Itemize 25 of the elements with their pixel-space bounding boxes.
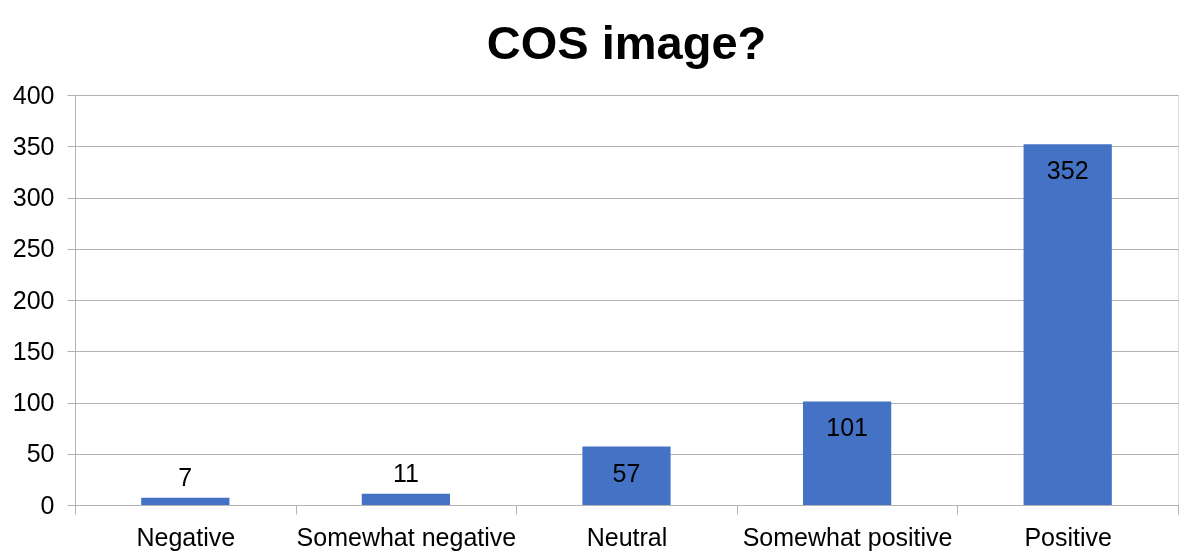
- y-tick-label: 200: [12, 285, 55, 314]
- data-label: 7: [178, 462, 193, 491]
- y-tick-label: 50: [26, 439, 55, 468]
- data-label: 352: [1046, 156, 1089, 185]
- y-tick-label: 150: [12, 336, 55, 365]
- data-label: 57: [612, 458, 641, 487]
- y-tick-label: 400: [12, 80, 55, 109]
- y-tick-label: 100: [12, 388, 55, 416]
- bar: [141, 497, 230, 505]
- x-tick-label: Negative: [136, 522, 236, 551]
- x-tick-label: Somewhat positive: [742, 522, 953, 551]
- data-label: 101: [826, 413, 868, 442]
- y-tick-label: 300: [12, 183, 55, 211]
- bar: [361, 493, 451, 505]
- bar: [802, 401, 892, 505]
- chart-title: COS image?: [486, 16, 767, 69]
- y-tick-label: 250: [12, 234, 55, 263]
- x-tick-label: Neutral: [586, 522, 668, 551]
- x-tick-label: Positive: [1024, 522, 1112, 551]
- y-tick-label: 350: [12, 131, 55, 160]
- bar: [1023, 144, 1112, 505]
- bar: [582, 446, 671, 505]
- data-label: 11: [392, 458, 419, 487]
- y-tick-label: 0: [40, 490, 55, 519]
- x-tick-label: Somewhat negative: [296, 522, 517, 551]
